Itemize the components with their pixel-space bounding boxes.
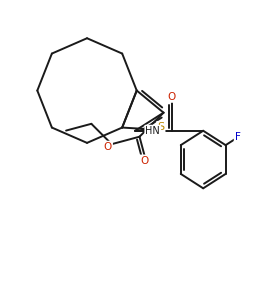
- Text: O: O: [104, 142, 112, 152]
- Text: O: O: [140, 156, 148, 166]
- Text: F: F: [235, 132, 241, 142]
- Text: HN: HN: [145, 126, 160, 136]
- Text: O: O: [168, 92, 176, 102]
- Text: S: S: [157, 122, 164, 132]
